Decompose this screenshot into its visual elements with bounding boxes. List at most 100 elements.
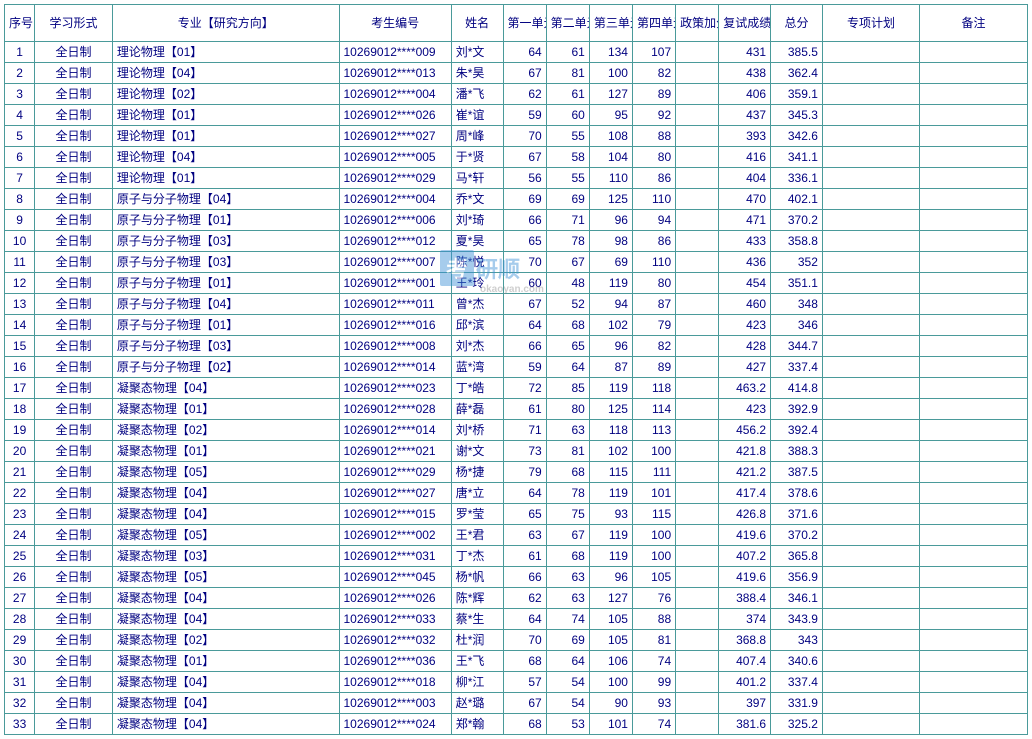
cell-note <box>920 651 1028 672</box>
cell-seq: 9 <box>5 210 35 231</box>
cell-plan <box>822 357 919 378</box>
cell-bonus <box>676 714 719 735</box>
cell-name: 杨*捷 <box>451 462 503 483</box>
cell-seq: 6 <box>5 147 35 168</box>
cell-u2: 55 <box>546 126 589 147</box>
cell-bonus <box>676 189 719 210</box>
cell-name: 曾*杰 <box>451 294 503 315</box>
header-seq: 序号 <box>5 5 35 42</box>
cell-u1: 65 <box>503 231 546 252</box>
cell-seq: 27 <box>5 588 35 609</box>
cell-review: 407.2 <box>719 546 771 567</box>
cell-seq: 20 <box>5 441 35 462</box>
cell-total: 336.1 <box>771 168 823 189</box>
cell-bonus <box>676 588 719 609</box>
cell-seq: 19 <box>5 420 35 441</box>
table-row: 31全日制凝聚态物理【04】10269012****018柳*江57541009… <box>5 672 1028 693</box>
cell-bonus <box>676 210 719 231</box>
cell-bonus <box>676 546 719 567</box>
table-row: 14全日制原子与分子物理【01】10269012****016邱*滨646810… <box>5 315 1028 336</box>
cell-total: 365.8 <box>771 546 823 567</box>
cell-note <box>920 147 1028 168</box>
table-row: 16全日制原子与分子物理【02】10269012****014蓝*湾596487… <box>5 357 1028 378</box>
cell-plan <box>822 609 919 630</box>
cell-note <box>920 84 1028 105</box>
cell-review: 419.6 <box>719 567 771 588</box>
cell-bonus <box>676 504 719 525</box>
cell-id: 10269012****004 <box>339 84 451 105</box>
cell-seq: 11 <box>5 252 35 273</box>
cell-review: 438 <box>719 63 771 84</box>
cell-name: 周*峰 <box>451 126 503 147</box>
header-u1: 第一单元 <box>503 5 546 42</box>
cell-seq: 18 <box>5 399 35 420</box>
cell-major: 凝聚态物理【04】 <box>112 504 339 525</box>
cell-u3: 93 <box>589 504 632 525</box>
cell-u2: 68 <box>546 462 589 483</box>
cell-major: 原子与分子物理【01】 <box>112 210 339 231</box>
cell-name: 崔*谊 <box>451 105 503 126</box>
cell-seq: 2 <box>5 63 35 84</box>
cell-major: 理论物理【02】 <box>112 84 339 105</box>
header-mode: 学习形式 <box>35 5 113 42</box>
cell-note <box>920 294 1028 315</box>
table-row: 21全日制凝聚态物理【05】10269012****029杨*捷79681151… <box>5 462 1028 483</box>
cell-u4: 82 <box>632 336 675 357</box>
cell-bonus <box>676 252 719 273</box>
cell-u3: 105 <box>589 609 632 630</box>
cell-id: 10269012****028 <box>339 399 451 420</box>
cell-plan <box>822 252 919 273</box>
cell-id: 10269012****036 <box>339 651 451 672</box>
cell-u2: 61 <box>546 42 589 63</box>
cell-u2: 63 <box>546 588 589 609</box>
cell-u1: 72 <box>503 378 546 399</box>
cell-review: 388.4 <box>719 588 771 609</box>
cell-major: 凝聚态物理【01】 <box>112 399 339 420</box>
cell-u4: 76 <box>632 588 675 609</box>
cell-u2: 64 <box>546 357 589 378</box>
cell-mode: 全日制 <box>35 462 113 483</box>
cell-id: 10269012****016 <box>339 315 451 336</box>
cell-mode: 全日制 <box>35 588 113 609</box>
cell-u3: 119 <box>589 525 632 546</box>
table-row: 22全日制凝聚态物理【04】10269012****027唐*立64781191… <box>5 483 1028 504</box>
cell-mode: 全日制 <box>35 231 113 252</box>
cell-total: 359.1 <box>771 84 823 105</box>
cell-u4: 89 <box>632 357 675 378</box>
cell-u1: 62 <box>503 588 546 609</box>
cell-mode: 全日制 <box>35 42 113 63</box>
table-row: 7全日制理论物理【01】10269012****029马*轩5655110864… <box>5 168 1028 189</box>
cell-u3: 127 <box>589 588 632 609</box>
cell-u4: 114 <box>632 399 675 420</box>
cell-u4: 87 <box>632 294 675 315</box>
cell-u1: 66 <box>503 336 546 357</box>
table-row: 5全日制理论物理【01】10269012****027周*峰7055108883… <box>5 126 1028 147</box>
cell-bonus <box>676 672 719 693</box>
cell-name: 王*飞 <box>451 651 503 672</box>
cell-bonus <box>676 609 719 630</box>
cell-major: 理论物理【01】 <box>112 126 339 147</box>
cell-plan <box>822 189 919 210</box>
cell-id: 10269012****013 <box>339 63 451 84</box>
cell-seq: 33 <box>5 714 35 735</box>
cell-review: 454 <box>719 273 771 294</box>
cell-name: 刘*琦 <box>451 210 503 231</box>
cell-name: 蔡*生 <box>451 609 503 630</box>
cell-major: 原子与分子物理【01】 <box>112 273 339 294</box>
table-row: 3全日制理论物理【02】10269012****004潘*飞6261127894… <box>5 84 1028 105</box>
cell-major: 理论物理【01】 <box>112 42 339 63</box>
cell-u3: 102 <box>589 441 632 462</box>
cell-u1: 70 <box>503 252 546 273</box>
cell-u4: 100 <box>632 441 675 462</box>
cell-major: 凝聚态物理【04】 <box>112 714 339 735</box>
cell-u1: 68 <box>503 651 546 672</box>
cell-u3: 119 <box>589 273 632 294</box>
cell-note <box>920 441 1028 462</box>
cell-note <box>920 462 1028 483</box>
cell-major: 原子与分子物理【03】 <box>112 231 339 252</box>
cell-u3: 100 <box>589 63 632 84</box>
cell-u4: 86 <box>632 168 675 189</box>
cell-bonus <box>676 378 719 399</box>
cell-u2: 78 <box>546 483 589 504</box>
cell-u3: 105 <box>589 630 632 651</box>
